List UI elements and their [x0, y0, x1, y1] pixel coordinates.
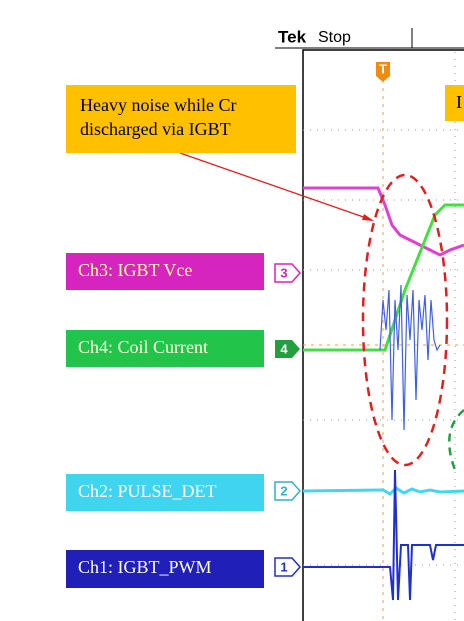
- ch2-waveform: [302, 486, 464, 496]
- ch4-waveform: [303, 203, 464, 352]
- channel-label: Ch3: IGBT Vce: [78, 260, 192, 280]
- channel-label: Ch2: PULSE_DET: [78, 481, 217, 501]
- channel-marker: [274, 263, 302, 283]
- channel-box: [66, 550, 264, 588]
- channel-box: [66, 253, 264, 290]
- channel-marker-label: 1: [280, 559, 287, 574]
- scope-screen: [302, 49, 464, 621]
- noise-highlight: [361, 173, 449, 467]
- arrow-head: [362, 214, 374, 221]
- secondary-highlight: [448, 409, 464, 471]
- channel-box: [66, 330, 264, 367]
- channel-marker-label: 3: [280, 265, 287, 280]
- annotation-box: [445, 85, 464, 121]
- channel-marker: [274, 481, 302, 501]
- channel-marker-label: 4: [280, 341, 288, 356]
- trigger-label: T: [379, 61, 387, 76]
- channel-marker-label: 2: [280, 483, 287, 498]
- channel-marker: [274, 557, 302, 577]
- annotation-box: [66, 85, 296, 153]
- status: Stop: [318, 29, 351, 46]
- annotation-text: I: [456, 92, 462, 112]
- channel-box: [66, 474, 264, 511]
- trigger-marker: [376, 62, 390, 82]
- noise-waveform: [379, 284, 441, 431]
- brand: Tek: [278, 27, 307, 46]
- ch1-waveform: [303, 469, 464, 601]
- channel-label: Ch1: IGBT_PWM: [78, 557, 212, 577]
- annotation-text: discharged via IGBT: [80, 119, 231, 139]
- arrow: [179, 152, 373, 221]
- channel-marker: [275, 340, 300, 358]
- channel-label: Ch4: Coil Current: [78, 337, 208, 357]
- annotation-text: Heavy noise while Cr: [80, 95, 236, 115]
